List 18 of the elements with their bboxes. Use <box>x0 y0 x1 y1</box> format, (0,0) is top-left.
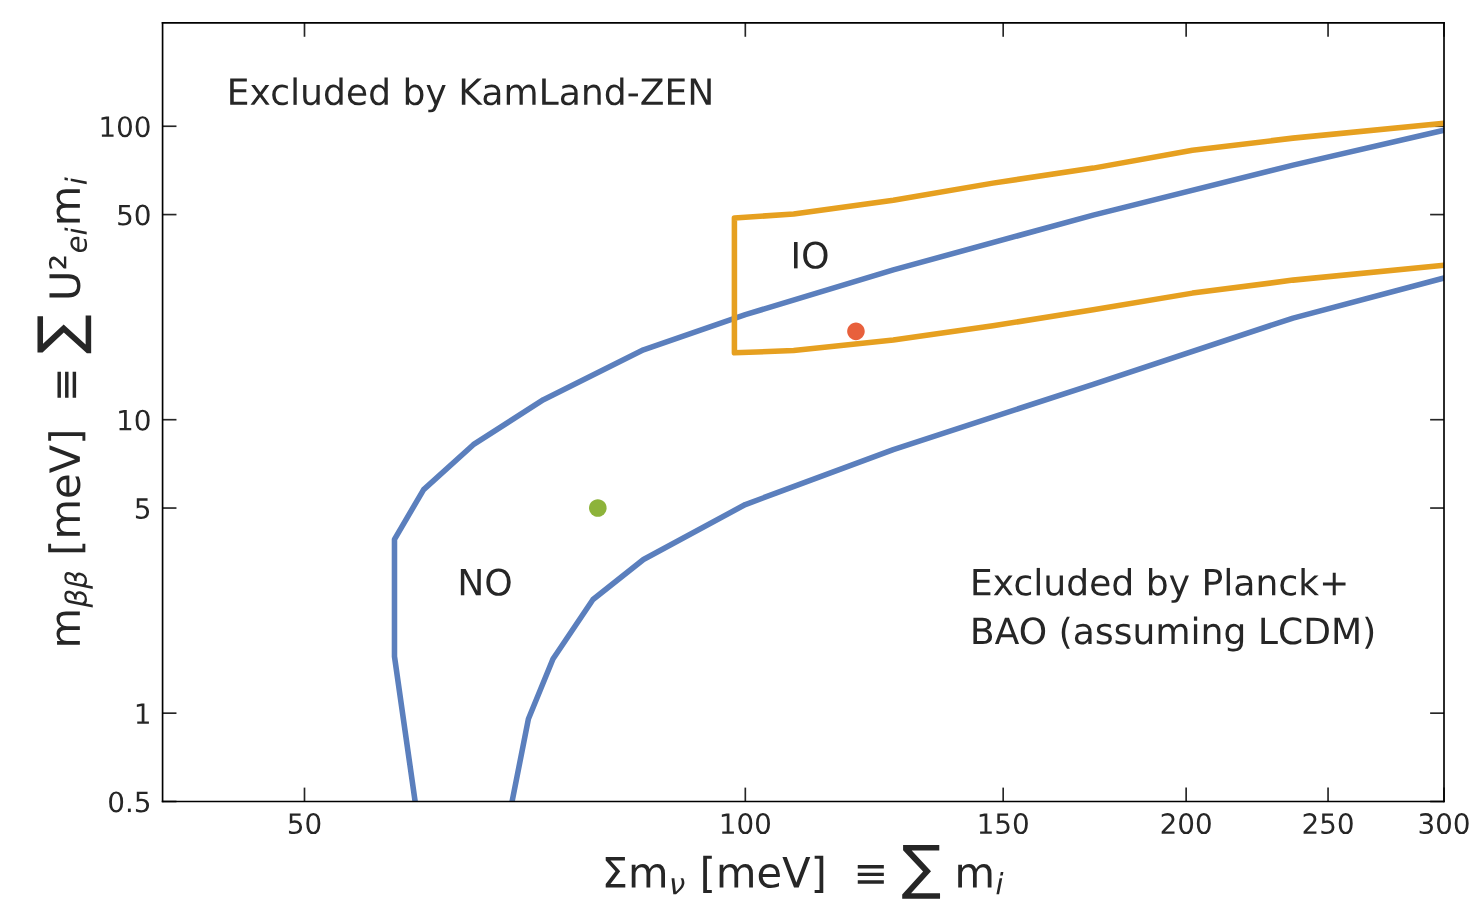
y-axis-title: m$_{ββ}$ [meV] ≡ ∑ U²$_{ei}$m$_{i}$ <box>37 177 93 645</box>
x-tick-label: 200 <box>1161 813 1211 835</box>
annotation: IO <box>794 241 828 269</box>
annotation: NO <box>460 568 511 596</box>
x-tick-label: 300 <box>1419 813 1469 835</box>
x-tick-label: 250 <box>1303 813 1353 835</box>
x-axis-title: Σm$_{ν}$ [meV] ≡ ∑ m$_{i}$ <box>605 845 1004 899</box>
annotation: Excluded by KamLand-ZEN <box>230 77 711 113</box>
x-tick-label: 150 <box>979 813 1028 835</box>
x-tick-label: 100 <box>721 813 770 835</box>
y-tick-label: 5 <box>135 498 150 519</box>
y-tick-label: 10 <box>119 409 150 431</box>
y-tick-label: 1 <box>136 703 149 724</box>
y-tick-label: 50 <box>118 204 150 226</box>
y-tick-label: 0.5 <box>109 791 150 813</box>
x-tick-label: 50 <box>288 813 321 835</box>
annotation: Excluded by Planck+ BAO (assuming LCDM) <box>973 567 1374 652</box>
y-tick-label: 100 <box>101 116 150 138</box>
